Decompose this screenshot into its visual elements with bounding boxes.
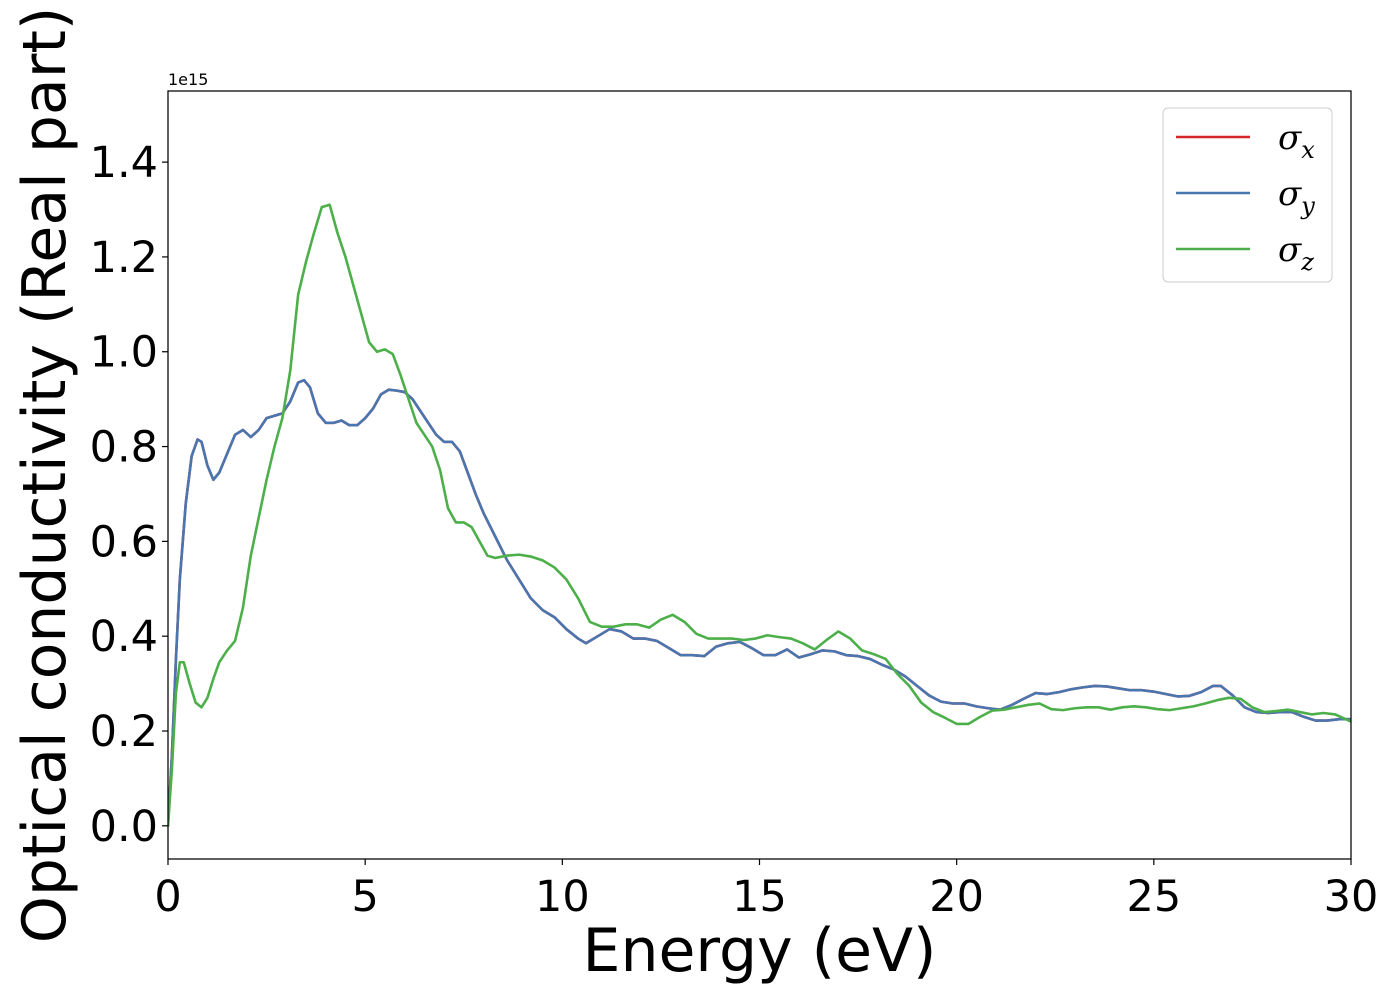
legend: σx σy σz bbox=[1162, 107, 1333, 283]
x-tick-label: 0 bbox=[154, 872, 181, 922]
legend-label: σz bbox=[1278, 230, 1314, 276]
series-line-z bbox=[168, 203, 1351, 828]
y-tick-label: 0.2 bbox=[90, 707, 158, 757]
legend-items: σx σy σz bbox=[1176, 118, 1315, 276]
x-axis-ticks: 0 5 10 15 20 25 30 bbox=[154, 859, 1378, 922]
x-tick-label: 10 bbox=[535, 872, 590, 922]
y-tick-label: 0.8 bbox=[90, 423, 158, 473]
series-line-y bbox=[168, 378, 1351, 828]
x-tick-label: 20 bbox=[929, 872, 984, 922]
legend-label: σy bbox=[1278, 174, 1315, 220]
y-tick-label: 0.6 bbox=[90, 517, 158, 567]
series-line-x bbox=[168, 378, 1351, 828]
legend-item-x: σx bbox=[1176, 118, 1315, 164]
y-tick-label: 0.4 bbox=[90, 612, 158, 662]
legend-item-y: σy bbox=[1176, 174, 1315, 220]
y-axis-ticks: 0.0 0.2 0.4 0.6 0.8 1.0 1.2 1.4 bbox=[90, 138, 168, 852]
y-tick-label: 1.2 bbox=[90, 233, 158, 283]
y-axis-offset-text: 1e15 bbox=[168, 70, 208, 89]
y-axis-title: Optical conductivity (Real part) bbox=[10, 7, 80, 944]
x-axis-title: Energy (eV) bbox=[583, 916, 937, 986]
x-tick-label: 30 bbox=[1324, 872, 1379, 922]
legend-item-z: σz bbox=[1176, 230, 1314, 276]
y-tick-label: 1.0 bbox=[90, 328, 158, 378]
legend-box bbox=[1162, 107, 1333, 283]
series-layer bbox=[168, 203, 1351, 828]
legend-label: σx bbox=[1278, 118, 1315, 164]
x-tick-label: 25 bbox=[1126, 872, 1181, 922]
x-tick-label: 5 bbox=[351, 872, 378, 922]
y-tick-label: 1.4 bbox=[90, 138, 158, 188]
x-tick-label: 15 bbox=[732, 872, 787, 922]
y-tick-label: 0.0 bbox=[90, 802, 158, 852]
